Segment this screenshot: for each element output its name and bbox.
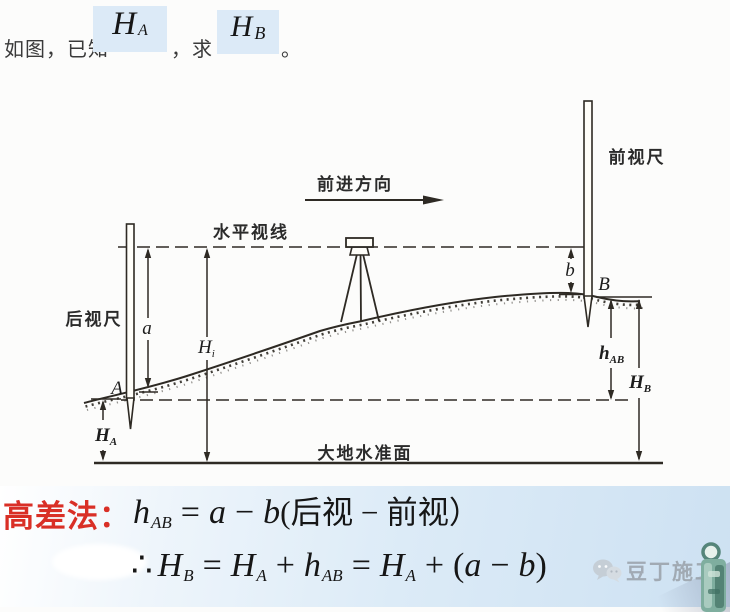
f1-equals: = [180,494,200,531]
f2-open-paren: ( [453,547,465,584]
leveling-diagram: 前进方向 水平视线 后视尺 前视尺 大地水准面 A B a b Hi hAB H… [66,100,666,465]
height-difference-arrow [607,299,615,400]
watermark: 豆丁施工 [592,556,718,586]
f2-t2-sub: AB [321,566,343,586]
given-symbol: H [112,6,137,42]
elevation-b-label: HB [628,372,651,395]
wechat-icon [593,559,622,583]
backsight-rod-label: 后视尺 [66,309,123,329]
height-difference-label: hAB [599,343,624,366]
f2-t1: H [230,547,256,584]
f1-note: (后视 − 前视） [280,495,481,530]
f2-plus1: + [275,547,295,584]
point-a-label: A [109,378,123,399]
f2-t1-sub: A [256,566,267,586]
elevation-a-arrow [91,398,121,461]
direction-arrow [305,195,444,205]
f1-lhs-sub: AB [151,513,172,533]
f2-t3: H [379,547,405,584]
sight-line-label: 水平视线 [213,222,289,242]
f1-term-b: b [263,494,281,531]
point-b-label: B [598,274,610,295]
f2-lhs-sub: B [183,566,194,586]
method-label: 高差法： [3,499,131,534]
instrument-height-arrow [203,248,211,462]
reading-a-label: a [142,318,152,339]
given-subscript: A [138,22,148,39]
instrument-height-label: Hi [197,337,215,360]
f2-plus2: + [424,547,445,584]
f2-eq2: = [351,547,371,584]
level-instrument [340,237,380,323]
f1-minus: − [234,494,255,531]
reading-b-label: b [565,260,575,281]
f2-t5: b [518,547,536,584]
watermark-text: 豆丁施工 [626,561,718,584]
backsight-rod [125,223,135,430]
panel-highlight-blob [52,544,147,580]
given-elevation-formula: H A [93,6,167,52]
title-suffix: 。 [281,39,302,61]
elevation-b-arrow [635,299,643,461]
f2-therefore: ∴ [131,547,153,584]
formula-line1: hAB = a − b(后视 − 前视） [133,488,480,533]
formula-line2: ∴ HB = HA + hAB = HA + (a − b) [126,545,547,586]
f2-t2: h [303,547,321,584]
target-subscript: B [254,23,266,43]
backsight-reading-arrow [139,248,158,393]
datum-label: 大地水准面 [318,443,413,463]
foresight-reading-arrow [559,248,581,296]
title-middle: ，求 [171,39,213,61]
f2-lhs: H [157,547,183,584]
ground-profile [83,291,644,411]
f1-term-a: a [208,494,226,531]
target-elevation-formula: H B [217,10,279,54]
target-symbol: H [230,10,253,43]
foresight-rod-label: 前视尺 [609,147,666,167]
building-photo-fragment [701,542,726,612]
direction-label: 前进方向 [317,174,393,194]
elevation-a-label: HA [94,425,117,448]
f2-t3-sub: A [405,566,416,586]
f2-minus: − [490,547,510,584]
f2-eq1: = [202,547,222,584]
foresight-rod [583,100,593,328]
f2-close-paren: ) [535,547,547,584]
title-prefix: 如图，已知 [4,39,109,61]
f2-t4: a [464,547,482,584]
f1-lhs: h [133,494,150,531]
